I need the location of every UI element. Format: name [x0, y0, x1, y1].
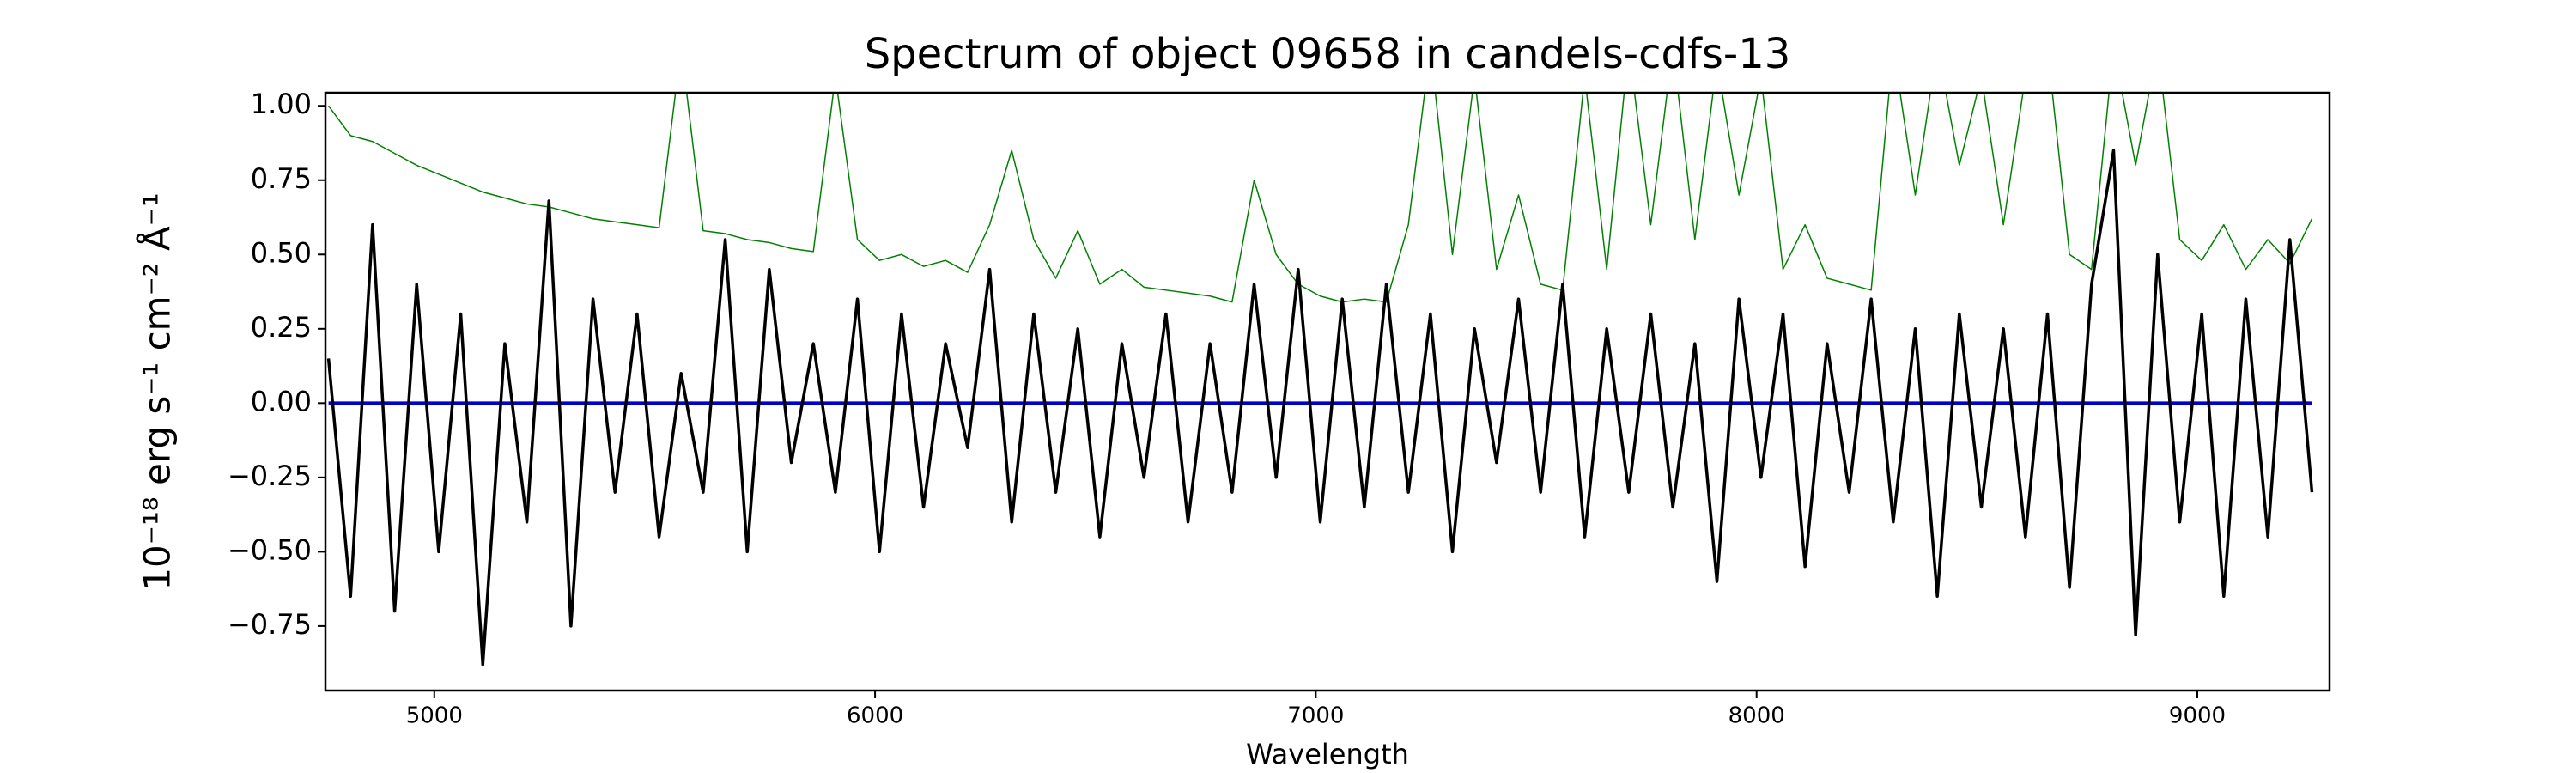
y-tick-label: 0.00 — [251, 385, 312, 417]
y-tick-label: −0.75 — [228, 608, 312, 641]
x-tick-label: 5000 — [406, 703, 463, 729]
y-tick-label: −0.25 — [228, 460, 312, 492]
y-tick-label: 0.75 — [251, 162, 312, 195]
y-tick-label: 0.25 — [251, 311, 312, 344]
x-tick-label: 9000 — [2169, 703, 2226, 729]
axes-frame — [324, 91, 2331, 692]
spectrum-line — [326, 149, 2314, 666]
y-axis-label: 10⁻¹⁸ erg s⁻¹ cm⁻² Å⁻¹ — [136, 192, 179, 590]
y-tick-label: 1.00 — [251, 88, 312, 120]
x-tick-label: 7000 — [1287, 703, 1344, 729]
plot-area — [326, 93, 2314, 666]
x-tick-label: 6000 — [847, 703, 903, 729]
x-axis-label: Wavelength — [1246, 738, 1409, 770]
spectrum-line — [327, 93, 2313, 303]
y-tick-label: 0.50 — [251, 236, 312, 269]
x-tick-label: 8000 — [1728, 703, 1785, 729]
y-tick-label: −0.50 — [228, 533, 312, 566]
chart-title: Spectrum of object 09658 in candels-cdfs… — [865, 30, 1791, 78]
